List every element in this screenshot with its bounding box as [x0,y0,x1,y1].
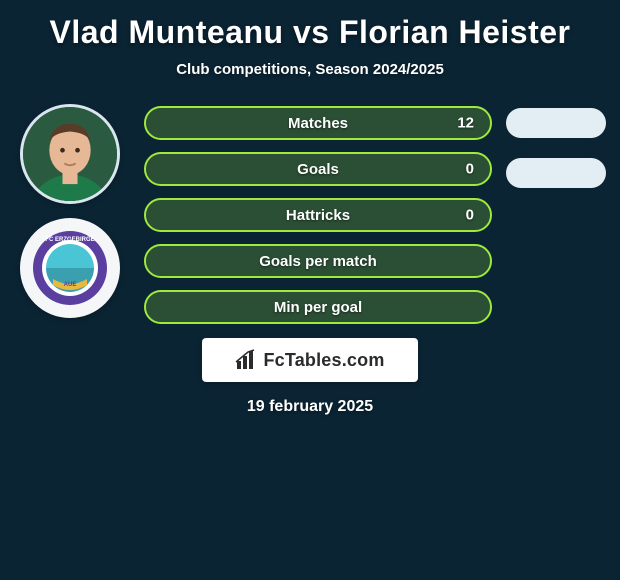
stat-row-min-per-goal: Min per goal [144,290,492,324]
stat-label: Matches [288,115,348,132]
stat-row-hattricks: Hattricks 0 [144,198,492,232]
right-column [500,96,612,188]
stat-label: Goals [297,161,339,178]
stat-label: Goals per match [259,253,377,270]
stats-column: Matches 12 Goals 0 Hattricks 0 Goals per… [132,96,500,324]
bar-chart-icon [235,349,257,371]
right-pill [506,158,606,188]
date-text: 19 february 2025 [247,398,373,416]
page-title: Vlad Munteanu vs Florian Heister [0,0,620,53]
stat-row-matches: Matches 12 [144,106,492,140]
content-row: FC ERZGEBIRGE AUE Matches 12 Goals 0 Hat… [0,96,620,324]
stat-value: 12 [457,115,474,132]
brand-logo-box: FcTables.com [202,338,418,382]
stat-value: 0 [466,161,474,178]
player-avatar [20,104,120,204]
right-pill [506,108,606,138]
footer: FcTables.com 19 february 2025 [0,338,620,416]
stat-row-goals: Goals 0 [144,152,492,186]
stat-label: Min per goal [274,299,362,316]
stat-row-goals-per-match: Goals per match [144,244,492,278]
club-badge-svg: FC ERZGEBIRGE AUE [31,229,109,307]
left-column: FC ERZGEBIRGE AUE [8,96,132,318]
svg-text:FC ERZGEBIRGE: FC ERZGEBIRGE [45,237,94,243]
stat-value: 0 [466,207,474,224]
brand-name: FcTables.com [263,350,384,371]
svg-text:AUE: AUE [64,282,77,288]
club-badge: FC ERZGEBIRGE AUE [20,218,120,318]
stat-label: Hattricks [286,207,350,224]
page-subtitle: Club competitions, Season 2024/2025 [0,53,620,96]
player-avatar-svg [23,107,117,201]
